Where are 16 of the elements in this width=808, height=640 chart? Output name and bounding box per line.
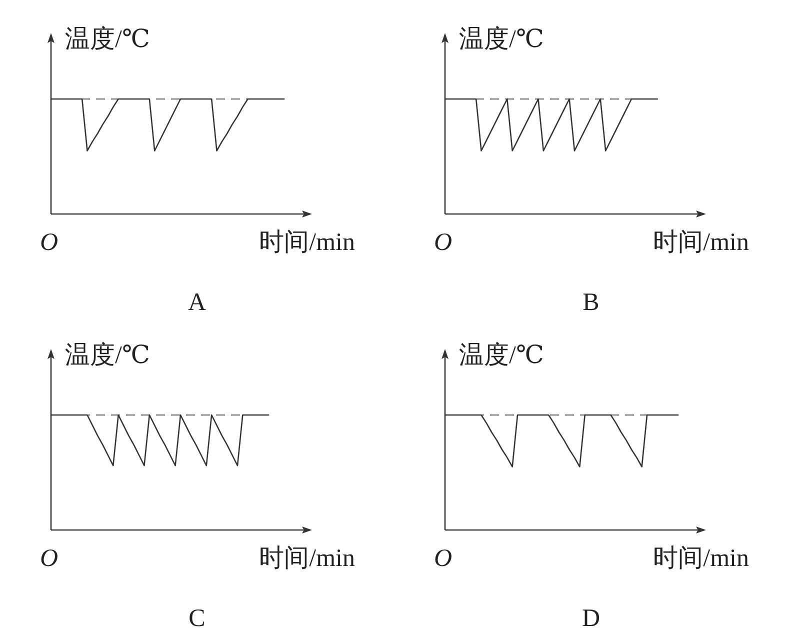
x-axis-title: 时间/min	[653, 229, 750, 256]
text: O	[434, 545, 452, 572]
x-axis-title: 时间/min	[259, 229, 356, 256]
text: C	[188, 605, 206, 632]
y-axis-title: 温度/℃	[459, 25, 544, 53]
y-axis-title: 温度/℃	[65, 341, 150, 369]
text: D	[582, 605, 600, 632]
text: O	[434, 229, 452, 256]
text: A	[188, 289, 206, 316]
y-axis-title: 温度/℃	[65, 25, 150, 53]
text: O	[40, 545, 58, 572]
x-axis-title: 时间/min	[259, 545, 356, 572]
text: O	[40, 229, 58, 256]
y-axis-title: 温度/℃	[459, 341, 544, 369]
x-axis-title: 时间/min	[653, 545, 750, 572]
text: B	[582, 289, 600, 316]
